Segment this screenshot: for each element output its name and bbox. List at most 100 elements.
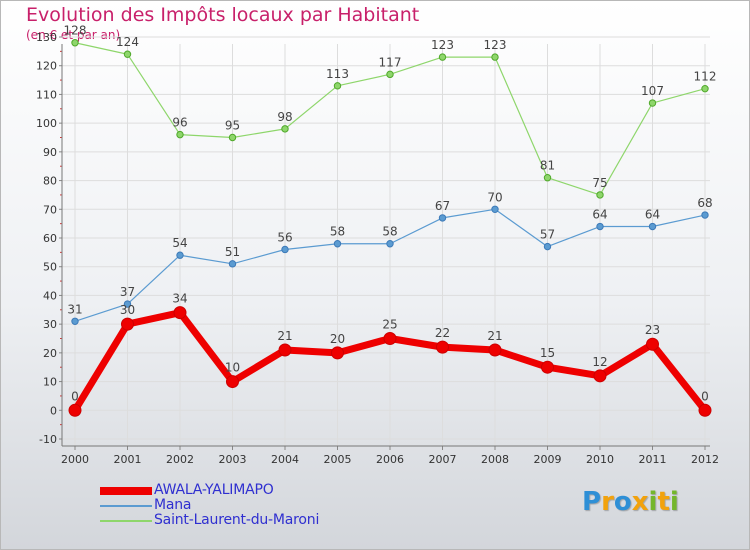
data-point — [226, 375, 239, 389]
x-tick-label: 2005 — [324, 453, 352, 466]
logo-letter: r — [601, 487, 614, 517]
data-point — [176, 130, 184, 139]
data-label: 123 — [431, 38, 454, 52]
data-point — [701, 211, 709, 219]
chart-subtitle: (en € et par an) — [26, 28, 121, 42]
data-point — [123, 300, 132, 308]
data-label: 23 — [645, 323, 660, 337]
data-label: 117 — [379, 55, 402, 69]
data-point — [648, 222, 657, 231]
data-point — [386, 240, 394, 248]
x-tick-label: 2001 — [114, 453, 142, 466]
y-tick-label: -10 — [39, 433, 57, 446]
data-point — [543, 174, 552, 182]
logo-letter: i — [669, 487, 679, 517]
data-point — [491, 53, 499, 61]
legend-swatch — [100, 487, 152, 495]
y-tick-label: 70 — [43, 203, 57, 216]
data-point — [596, 222, 604, 231]
data-point — [488, 343, 502, 357]
x-tick-label: 2006 — [376, 453, 404, 466]
y-tick-label: 10 — [43, 376, 57, 389]
data-label: 107 — [641, 84, 664, 98]
y-tick-label: 30 — [43, 318, 57, 331]
data-label: 75 — [592, 176, 607, 190]
logo-letter: x — [631, 487, 649, 517]
data-point — [71, 39, 79, 47]
data-label: 54 — [172, 236, 187, 250]
data-label: 10 — [225, 361, 240, 375]
x-tick-label: 2002 — [166, 453, 194, 466]
data-label: 15 — [540, 346, 555, 360]
data-label: 96 — [172, 116, 187, 130]
data-label: 98 — [277, 110, 292, 124]
y-tick-label: 100 — [36, 117, 57, 130]
data-point — [648, 99, 657, 107]
data-label: 31 — [67, 302, 82, 316]
data-point — [331, 346, 344, 360]
data-label: 70 — [487, 190, 502, 204]
data-point — [541, 360, 554, 374]
y-tick-label: 50 — [43, 261, 57, 274]
legend-label: Mana — [154, 497, 192, 513]
data-point — [543, 242, 552, 251]
data-label: 57 — [540, 228, 555, 242]
y-tick-label: 20 — [43, 347, 57, 360]
data-label: 22 — [435, 326, 450, 340]
data-label: 34 — [172, 292, 187, 306]
data-label: 21 — [487, 329, 502, 343]
data-point — [596, 191, 604, 199]
data-label: 58 — [330, 225, 345, 239]
data-point — [228, 133, 237, 142]
y-tick-label: 120 — [36, 60, 57, 73]
data-point — [176, 251, 184, 259]
data-label: 128 — [64, 24, 87, 38]
data-point — [436, 340, 449, 354]
data-point — [646, 337, 659, 351]
logo-letter: P — [582, 487, 602, 517]
data-point — [383, 332, 397, 345]
data-point — [698, 403, 712, 417]
proxiti-logo: Proxiti — [582, 487, 679, 517]
data-label: 21 — [277, 329, 292, 343]
data-point — [593, 369, 607, 383]
data-point — [491, 205, 499, 213]
data-point — [228, 260, 237, 268]
data-point — [386, 70, 394, 79]
data-label: 113 — [326, 67, 349, 81]
data-label: 0 — [71, 389, 79, 403]
data-point — [278, 343, 292, 357]
x-tick-label: 2000 — [61, 453, 89, 466]
x-tick-label: 2003 — [219, 453, 247, 466]
data-label: 37 — [120, 285, 135, 299]
chart-title: Evolution des Impôts locaux par Habitant — [26, 4, 420, 26]
data-point — [173, 306, 187, 320]
data-point — [438, 214, 447, 222]
data-label: 56 — [277, 230, 292, 244]
data-point — [333, 82, 342, 90]
x-tick-label: 2007 — [429, 453, 457, 466]
data-label: 81 — [540, 159, 555, 173]
data-label: 68 — [697, 196, 712, 210]
y-tick-label: 0 — [50, 404, 57, 417]
x-tick-label: 2004 — [271, 453, 299, 466]
data-label: 95 — [225, 119, 240, 133]
data-label: 67 — [435, 199, 450, 213]
x-tick-label: 2010 — [586, 453, 614, 466]
data-label: 25 — [382, 318, 397, 332]
x-tick-label: 2009 — [534, 453, 562, 466]
logo-letter: i — [648, 487, 658, 517]
y-tick-label: 40 — [43, 289, 57, 302]
legend-swatch — [100, 520, 152, 522]
data-point — [68, 403, 82, 417]
x-tick-label: 2008 — [481, 453, 509, 466]
data-point — [701, 84, 709, 93]
y-tick-label: 90 — [43, 146, 57, 159]
x-tick-label: 2011 — [639, 453, 667, 466]
y-tick-label: 80 — [43, 175, 57, 188]
logo-letter: t — [657, 487, 670, 517]
data-label: 124 — [116, 35, 139, 49]
y-tick-label: 130 — [36, 31, 57, 44]
y-tick-label: 60 — [43, 232, 57, 245]
